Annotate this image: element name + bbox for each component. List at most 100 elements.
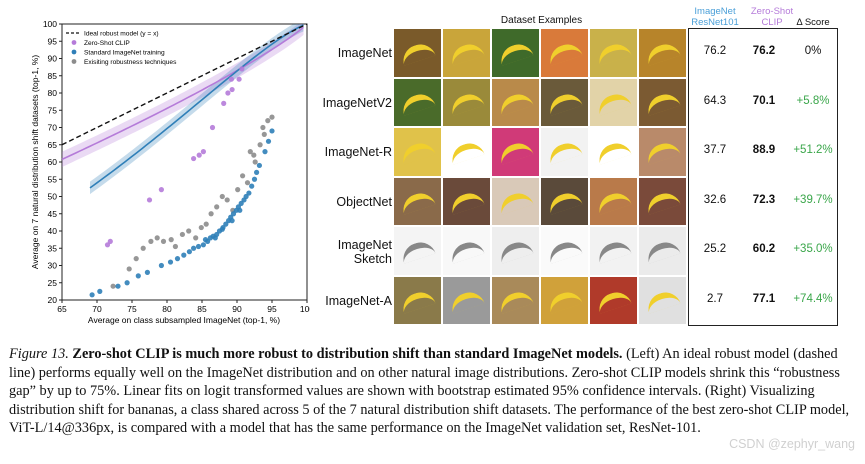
x-axis-label: Average on class subsampled ImageNet (to… xyxy=(88,315,280,325)
banana-icon xyxy=(448,40,485,66)
banana-icon xyxy=(595,40,632,66)
data-point-series-1 xyxy=(195,243,202,250)
data-point-series-1 xyxy=(262,149,268,155)
data-point-series-2 xyxy=(224,197,230,203)
data-point-series-0 xyxy=(209,124,216,131)
data-point-series-2 xyxy=(219,193,225,200)
data-point-series-1 xyxy=(269,128,275,134)
data-point-series-1 xyxy=(202,237,209,243)
banana-icon xyxy=(595,287,632,314)
data-point-series-2 xyxy=(168,237,174,243)
banana-icon xyxy=(497,238,534,264)
dataset-example-image xyxy=(442,127,491,177)
data-point-series-2 xyxy=(260,124,266,131)
data-point-series-2 xyxy=(193,235,199,241)
dataset-example-image xyxy=(540,176,589,226)
data-point-series-2 xyxy=(172,243,178,250)
data-point-series-2 xyxy=(265,118,271,124)
caption-figure-label: Figure 13. xyxy=(9,346,69,362)
cell-clip-score: 60.2 xyxy=(752,243,776,255)
data-point-series-1 xyxy=(238,200,244,206)
data-point-series-2 xyxy=(154,235,160,241)
x-tick-label: 75 xyxy=(127,304,137,314)
data-point-series-1 xyxy=(256,162,262,169)
legend-label: Exisiting robustness techniques xyxy=(84,59,177,66)
data-point-series-0 xyxy=(196,152,202,158)
dataset-example-image xyxy=(589,77,638,127)
dataset-example-image xyxy=(638,226,687,276)
data-point-series-0 xyxy=(229,86,235,93)
dataset-example-image xyxy=(638,77,687,127)
data-point-series-2 xyxy=(160,238,167,244)
banana-icon xyxy=(546,40,583,66)
data-point-series-0 xyxy=(221,100,227,106)
data-point-series-1 xyxy=(212,235,218,241)
banana-icon xyxy=(399,40,436,66)
data-point-series-1 xyxy=(265,138,272,144)
data-point-series-1 xyxy=(144,269,150,275)
banana-icon xyxy=(595,139,632,165)
x-tick-label: 65 xyxy=(57,304,67,314)
dataset-example-image xyxy=(540,77,589,127)
banana-icon xyxy=(399,238,436,264)
dataset-example-image xyxy=(442,28,491,78)
caption-body: (Left) An ideal robust model (dashed lin… xyxy=(9,346,850,437)
x-tick-label: 70 xyxy=(92,304,102,314)
data-point-series-1 xyxy=(167,259,174,265)
data-point-series-2 xyxy=(214,204,220,210)
row-label: ObjectNet xyxy=(336,194,392,209)
data-point-series-0 xyxy=(236,76,242,82)
dataset-example-image xyxy=(442,77,491,127)
cell-resnet-score: 64.3 xyxy=(703,94,727,107)
data-point-series-2 xyxy=(251,152,257,158)
banana-icon xyxy=(497,287,534,314)
cell-delta-score: +51.2% xyxy=(793,144,833,156)
clip-fit-line xyxy=(61,26,305,161)
banana-icon xyxy=(644,238,681,264)
table-divider xyxy=(837,28,838,325)
cell-delta-score: 0% xyxy=(804,45,822,57)
data-point-series-0 xyxy=(239,66,245,72)
cell-delta-score: +5.8% xyxy=(796,94,830,107)
dataset-example-image xyxy=(589,176,638,226)
banana-icon xyxy=(497,40,534,66)
banana-icon xyxy=(399,188,436,215)
y-tick-label: 20 xyxy=(48,295,58,305)
dataset-example-image xyxy=(491,77,540,127)
data-point-series-2 xyxy=(186,228,192,234)
dataset-example-image xyxy=(393,127,442,177)
row-label: ImageNetV2 xyxy=(322,95,392,110)
figure-caption: Figure 13. Zero-shot CLIP is much more r… xyxy=(9,345,857,438)
banana-icon xyxy=(644,89,681,116)
cell-clip-score: 70.1 xyxy=(752,94,776,107)
cell-clip-score: 76.2 xyxy=(752,45,776,57)
dataset-example-image xyxy=(442,226,491,276)
data-point-series-1 xyxy=(158,262,164,269)
legend-marker-dot xyxy=(71,40,77,45)
header-delta-score: Δ Score xyxy=(796,17,830,28)
dataset-example-image xyxy=(442,275,491,325)
banana-icon xyxy=(448,89,485,116)
row-label: ImageNet-R xyxy=(324,145,392,159)
header-imagenet-resnet: ImageNet ResNet101 xyxy=(691,6,739,28)
data-point-series-1 xyxy=(186,249,192,255)
y-tick-label: 55 xyxy=(48,174,58,184)
banana-icon xyxy=(644,188,681,215)
dataset-example-image xyxy=(638,275,687,325)
data-point-series-1 xyxy=(243,193,249,200)
y-tick-label: 75 xyxy=(48,105,58,115)
banana-icon xyxy=(546,89,583,116)
banana-icon xyxy=(399,287,436,314)
dataset-example-image xyxy=(442,176,491,226)
cell-delta-score: +39.7% xyxy=(793,193,833,206)
legend-label: Standard ImageNet training xyxy=(84,50,165,57)
banana-icon xyxy=(546,139,583,165)
data-point-series-1 xyxy=(230,211,237,217)
cell-resnet-score: 76.2 xyxy=(703,45,727,57)
legend-marker-dot xyxy=(71,59,77,64)
data-point-series-1 xyxy=(200,242,206,248)
caption-title: Zero-shot CLIP is much more robust to di… xyxy=(72,346,623,362)
banana-icon xyxy=(546,238,583,264)
y-tick-label: 65 xyxy=(48,140,58,150)
banana-icon xyxy=(595,238,632,264)
